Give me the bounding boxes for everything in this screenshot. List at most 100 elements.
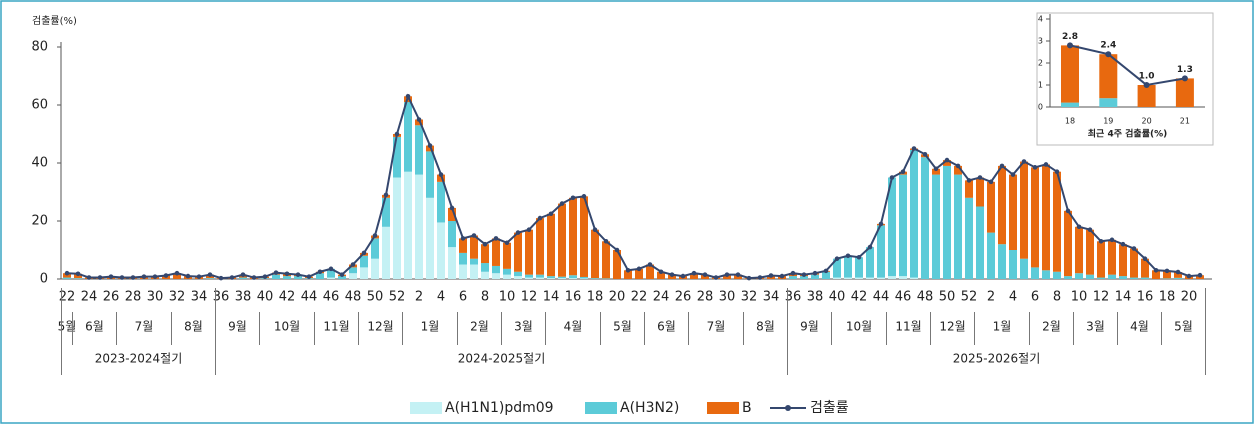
bar-segment	[613, 250, 621, 279]
season-label: 2023-2024절기	[95, 352, 183, 366]
rate-point	[867, 244, 873, 250]
x-tick-label: 42	[279, 290, 296, 305]
bar-segment	[965, 180, 973, 198]
rate-point	[1067, 42, 1073, 49]
month-label: 5월	[1174, 320, 1193, 334]
rate-point	[196, 274, 202, 279]
bar-segment	[426, 145, 434, 152]
rate-point	[625, 268, 631, 273]
x-tick-label: 40	[257, 290, 274, 305]
month-label: 4월	[564, 320, 583, 334]
bar-segment	[646, 264, 654, 279]
bar-segment	[294, 276, 302, 279]
y-tick-label: 3	[1038, 37, 1043, 46]
bar-segment	[1061, 45, 1079, 103]
x-tick-label: 18	[1159, 290, 1176, 305]
bar-segment	[569, 197, 577, 276]
bar-segment	[404, 102, 412, 172]
bar-segment	[503, 242, 511, 269]
rate-point	[647, 262, 653, 267]
bar-segment	[338, 276, 346, 279]
rate-point	[273, 270, 279, 275]
bar-segment	[470, 258, 478, 265]
bar-segment	[998, 244, 1006, 279]
x-tick-label: 8	[481, 290, 489, 305]
bar-segment	[437, 222, 445, 279]
bar-segment	[272, 274, 280, 279]
bar-segment	[987, 232, 995, 279]
rate-point	[504, 240, 510, 246]
bar-segment	[426, 151, 434, 198]
data-label: 2.4	[1100, 41, 1116, 51]
bar-segment	[393, 136, 401, 178]
x-tick-label: 24	[81, 290, 98, 305]
bar-segment	[844, 277, 852, 279]
bar-segment	[1152, 270, 1160, 279]
rate-point	[1143, 82, 1150, 88]
rate-point	[328, 266, 334, 272]
y-tick-label: 60	[31, 98, 48, 113]
rate-point	[108, 274, 114, 279]
bar-segment	[481, 271, 489, 279]
bar-segment	[1020, 161, 1028, 259]
x-tick-label: 8	[1053, 290, 1061, 305]
bar-segment	[327, 268, 335, 278]
month-label: 4월	[1130, 320, 1149, 334]
rate-point	[1164, 268, 1170, 274]
rate-point	[570, 195, 576, 201]
bar-segment	[525, 277, 533, 279]
bar-segment	[371, 258, 379, 279]
bar-segment	[558, 203, 566, 277]
rate-point	[317, 269, 323, 275]
rate-point	[383, 192, 389, 198]
bar-segment	[492, 265, 500, 274]
legend-label: 검출률	[810, 400, 849, 416]
rate-point	[460, 236, 466, 241]
rate-point	[284, 271, 290, 277]
rate-point	[955, 163, 961, 169]
x-tick-label: 52	[961, 290, 978, 305]
bar-segment	[1075, 226, 1083, 274]
rate-point	[251, 275, 257, 280]
month-label: 6월	[85, 320, 104, 334]
month-label: 12월	[939, 320, 965, 334]
rate-point	[515, 230, 521, 235]
bar-segment	[855, 277, 863, 279]
bar-segment	[844, 255, 852, 278]
bar-segment	[525, 274, 533, 278]
bar-segment	[635, 268, 643, 279]
rate-point	[878, 221, 884, 227]
x-tick-label: 32	[741, 290, 758, 305]
rate-point	[845, 253, 851, 259]
rate-point	[1153, 268, 1159, 273]
bar-segment	[943, 160, 951, 166]
rate-point	[922, 152, 928, 157]
rate-point	[1065, 208, 1071, 214]
bar-segment	[404, 171, 412, 279]
bar-segment	[932, 168, 940, 175]
rate-point	[537, 215, 543, 221]
rate-point	[614, 247, 620, 253]
bar-segment	[1053, 171, 1061, 272]
rate-point	[1181, 75, 1188, 82]
rate-point	[746, 275, 752, 281]
rate-point	[691, 270, 697, 276]
rate-point	[856, 254, 862, 260]
month-label: 7월	[707, 320, 726, 334]
bar-segment	[206, 278, 214, 279]
rate-point	[944, 157, 950, 163]
rate-point	[1186, 273, 1192, 279]
bar-segment	[976, 177, 984, 207]
bar-segment	[910, 149, 918, 278]
rate-point	[812, 270, 818, 276]
rate-point	[724, 272, 730, 277]
bar-segment	[382, 226, 390, 279]
bar-segment	[1137, 85, 1156, 107]
data-label: 1.3	[1177, 65, 1193, 75]
bar-segment	[569, 275, 577, 279]
x-tick-label: 36	[785, 290, 802, 305]
bar-segment	[349, 267, 357, 274]
bar-segment	[1119, 244, 1127, 277]
x-tick-label: 30	[147, 290, 164, 305]
x-tick-label: 6	[459, 290, 467, 305]
